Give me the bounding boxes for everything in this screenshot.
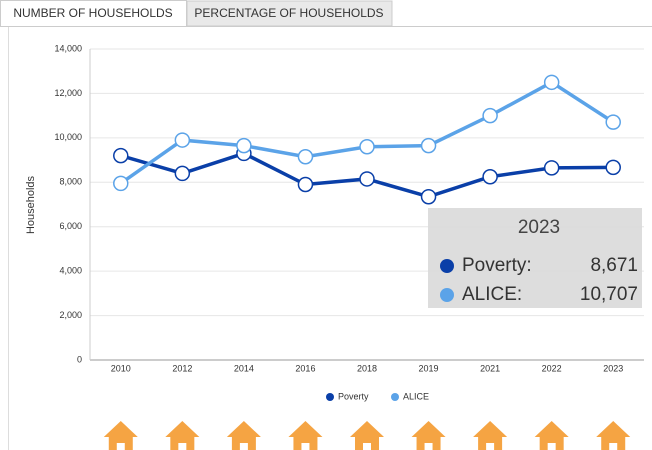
point — [420, 137, 437, 154]
tooltip-value: 10,707 — [580, 284, 638, 305]
legend-marker — [326, 393, 334, 401]
plot — [113, 74, 621, 205]
y-tick-label: 8,000 — [59, 177, 82, 187]
tooltip-value: 8,671 — [590, 255, 638, 276]
legend-label: Poverty — [338, 391, 369, 401]
y-tick-label: 10,000 — [54, 132, 82, 142]
y-tick-label: 6,000 — [59, 221, 82, 231]
house-icon — [473, 421, 508, 450]
x-tick-label: 2023 — [603, 363, 623, 373]
point — [482, 168, 498, 185]
x-tick-label: 2010 — [111, 363, 131, 373]
x-tick-label: 2014 — [234, 363, 254, 373]
point — [113, 175, 129, 192]
tooltip-marker — [440, 288, 454, 302]
y-tick-label: 2,000 — [59, 310, 82, 320]
tooltip-title: 2023 — [518, 217, 560, 238]
point — [297, 176, 314, 193]
x-tick-label: 2019 — [419, 363, 439, 373]
point — [482, 107, 498, 124]
x-tick-label: 2012 — [172, 363, 192, 373]
house-icon — [534, 421, 569, 450]
point — [543, 160, 560, 176]
point — [543, 74, 560, 91]
point — [420, 188, 437, 205]
tab-label[interactable]: NUMBER OF HOUSEHOLDS — [13, 6, 172, 20]
house-icon — [226, 421, 261, 450]
tab-inactive[interactable] — [186, 0, 393, 27]
house-icon — [103, 421, 138, 450]
point — [605, 114, 621, 130]
point — [113, 147, 129, 164]
x-tick-label: 2022 — [542, 363, 562, 373]
y-tick-label: 14,000 — [54, 43, 82, 53]
tooltip-label: Poverty: — [462, 255, 532, 276]
tooltip-box — [428, 208, 642, 308]
point — [236, 137, 252, 154]
tooltip-label: ALICE: — [462, 284, 522, 305]
x-tick-label: 2021 — [480, 363, 500, 373]
tab-active[interactable] — [0, 0, 187, 27]
point — [174, 165, 191, 182]
house-icon — [350, 421, 384, 450]
house-icon — [165, 421, 200, 450]
tooltip-marker — [440, 259, 454, 273]
x-tick-label: 2016 — [295, 363, 315, 373]
point — [297, 148, 314, 165]
point — [605, 159, 621, 176]
y-tick-label: 12,000 — [54, 88, 82, 98]
house-icon — [288, 421, 323, 450]
y-axis-label: Households — [25, 175, 37, 234]
y-tick-label: 0 — [77, 354, 82, 364]
x-tick-label: 2018 — [357, 363, 377, 373]
legend-marker — [391, 393, 399, 401]
grid — [89, 48, 644, 361]
house-icon — [411, 421, 446, 450]
point — [359, 171, 375, 187]
tab-label[interactable]: PERCENTAGE OF HOUSEHOLDS — [194, 6, 383, 20]
point — [174, 132, 191, 148]
y-tick-label: 4,000 — [59, 266, 82, 276]
house-icon — [596, 421, 631, 450]
legend-label: ALICE — [403, 391, 429, 401]
point — [359, 138, 375, 155]
